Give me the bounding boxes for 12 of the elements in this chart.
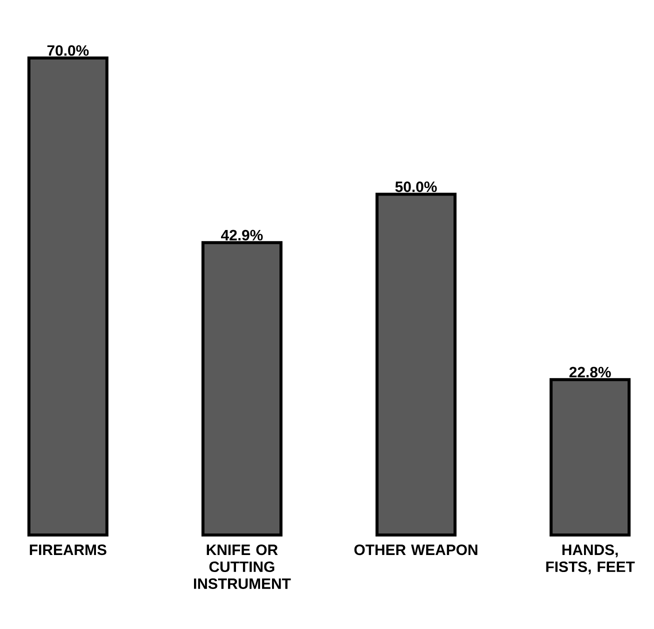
bar <box>27 56 108 536</box>
data-label: 70.0% <box>47 45 89 56</box>
bar <box>376 192 457 536</box>
x-tick-label: OTHER WEAPON <box>354 544 478 556</box>
data-label: 22.8% <box>569 366 611 378</box>
x-tick-label: FIREARMS <box>30 544 106 556</box>
data-label: 50.0% <box>395 182 437 192</box>
bar <box>550 378 631 536</box>
x-tick-label: KNIFE OR CUTTING INSTRUMENT <box>194 544 291 589</box>
x-tick-label: HANDS, FISTS, FEET <box>546 544 635 574</box>
bar <box>201 241 282 536</box>
data-label: 42.9% <box>221 230 263 240</box>
